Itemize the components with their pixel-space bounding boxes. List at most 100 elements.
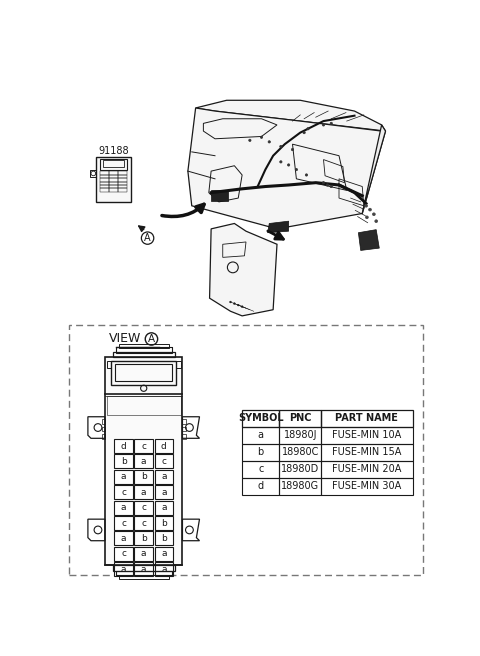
Bar (114, 531, 133, 545)
Bar (279, 461, 321, 478)
Circle shape (330, 122, 333, 125)
Bar (114, 485, 133, 499)
Text: FUSE-MIN 20A: FUSE-MIN 20A (332, 464, 402, 474)
Circle shape (375, 220, 378, 222)
Text: b: b (161, 534, 167, 543)
Bar (114, 470, 133, 483)
Circle shape (260, 136, 263, 138)
Text: a: a (121, 565, 126, 574)
Bar (114, 547, 133, 561)
Text: a: a (141, 457, 146, 466)
Text: a: a (161, 503, 167, 512)
Bar (113, 565, 175, 571)
Bar (118, 188, 127, 192)
Bar (134, 516, 153, 530)
Bar (279, 427, 321, 443)
Bar (321, 427, 413, 443)
Bar (105, 358, 182, 565)
Bar (99, 171, 109, 174)
Circle shape (237, 304, 239, 306)
Bar (96, 157, 131, 202)
Text: a: a (161, 487, 167, 497)
Bar (155, 562, 173, 576)
Text: 18980J: 18980J (284, 430, 317, 440)
Bar (134, 439, 153, 453)
Bar (279, 410, 321, 427)
Bar (113, 352, 175, 358)
Bar (155, 485, 173, 499)
Bar (109, 171, 118, 174)
Bar (109, 185, 118, 188)
Bar (242, 478, 279, 495)
Bar (242, 410, 279, 427)
Polygon shape (211, 190, 228, 201)
Bar (182, 419, 186, 424)
Bar (134, 501, 153, 514)
Text: b: b (258, 447, 264, 457)
Bar (99, 178, 109, 182)
Polygon shape (362, 125, 385, 213)
Bar (69, 325, 423, 575)
Bar (99, 182, 109, 185)
Bar (118, 185, 127, 188)
Bar (99, 159, 127, 170)
Bar (155, 531, 173, 545)
Bar (155, 455, 173, 468)
Bar (102, 434, 105, 439)
Circle shape (365, 216, 368, 218)
Polygon shape (210, 224, 277, 316)
Bar (114, 439, 133, 453)
Text: c: c (141, 518, 146, 527)
Circle shape (372, 213, 375, 216)
Circle shape (249, 139, 251, 142)
Bar (111, 361, 176, 385)
Circle shape (307, 128, 309, 130)
Bar (242, 427, 279, 443)
Circle shape (365, 205, 368, 207)
Text: d: d (258, 481, 264, 491)
Bar (279, 443, 321, 461)
Circle shape (323, 182, 324, 184)
Text: A: A (144, 233, 151, 243)
Bar (155, 470, 173, 483)
Text: c: c (141, 441, 146, 451)
Text: 91188: 91188 (98, 146, 129, 156)
Bar (134, 531, 153, 545)
Polygon shape (196, 100, 385, 131)
Text: c: c (161, 457, 167, 466)
Bar (114, 562, 133, 576)
Text: FUSE-MIN 30A: FUSE-MIN 30A (332, 481, 402, 491)
Bar (109, 182, 118, 185)
Bar (99, 185, 109, 188)
Bar (118, 182, 127, 185)
Bar (155, 501, 173, 514)
Bar (321, 443, 413, 461)
Bar (155, 516, 173, 530)
Bar (279, 478, 321, 495)
Text: c: c (258, 464, 264, 474)
Circle shape (291, 148, 294, 151)
Bar (321, 461, 413, 478)
Circle shape (229, 301, 231, 303)
Bar (134, 485, 153, 499)
Text: PNC: PNC (289, 413, 312, 423)
Bar (119, 344, 168, 348)
Circle shape (330, 186, 333, 188)
Bar (134, 562, 153, 576)
Text: VIEW: VIEW (109, 333, 142, 346)
Polygon shape (268, 221, 288, 233)
Bar (321, 478, 413, 495)
Bar (109, 174, 118, 178)
Bar (116, 348, 172, 353)
Bar (118, 178, 127, 182)
Bar (242, 461, 279, 478)
Text: a: a (141, 549, 146, 558)
Bar (114, 455, 133, 468)
Bar (155, 439, 173, 453)
Text: b: b (141, 534, 146, 543)
Bar (155, 547, 173, 561)
Text: a: a (141, 487, 146, 497)
Text: a: a (161, 472, 167, 482)
Circle shape (233, 302, 235, 304)
Text: 18980D: 18980D (281, 464, 319, 474)
